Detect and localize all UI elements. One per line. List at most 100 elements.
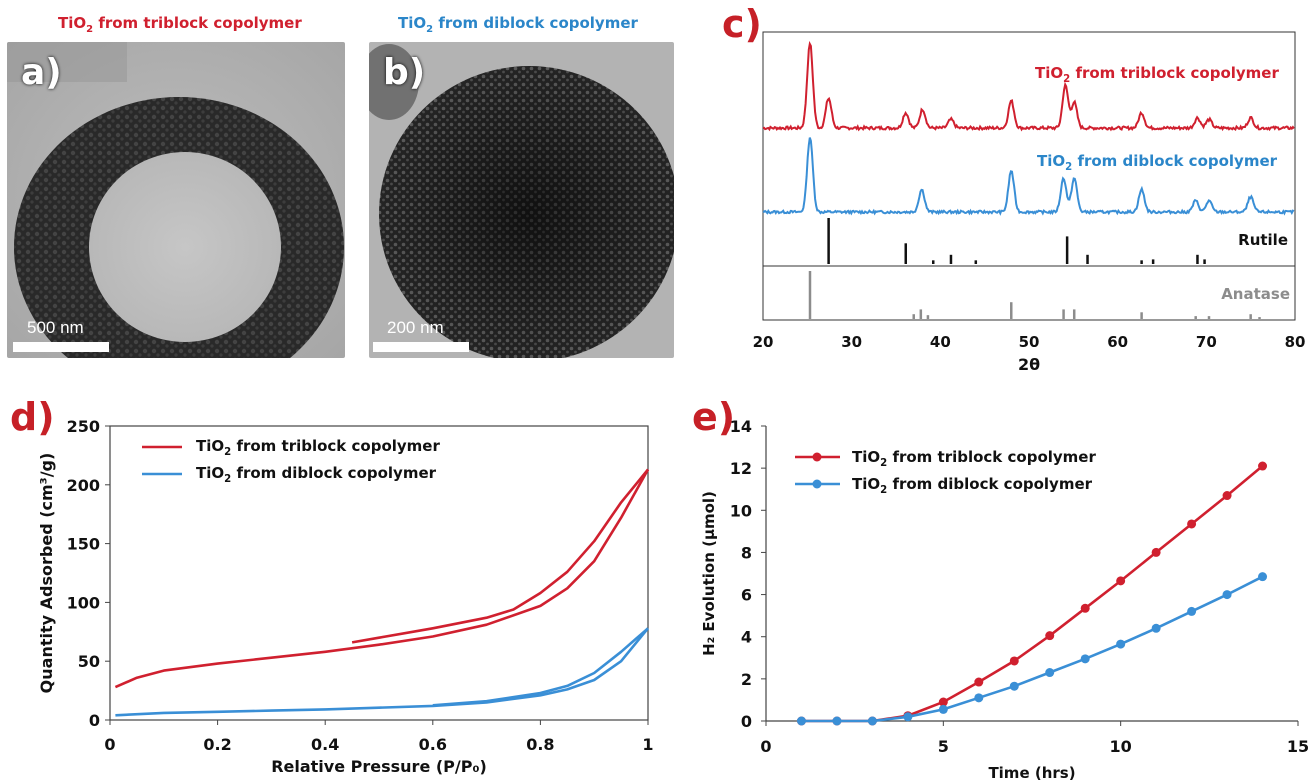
- h2-legend-marker: [812, 479, 822, 489]
- h2-y-tick-label: 2: [741, 670, 752, 689]
- bet-legend-label-suffix: from triblock copolymer: [231, 437, 440, 455]
- panel-b-caption: TiO2 from diblock copolymer: [398, 14, 638, 35]
- bet-legend-label: TiO2 from diblock copolymer: [196, 464, 437, 485]
- h2-triblock-point: [1009, 656, 1019, 666]
- h2-legend-label: TiO2 from triblock copolymer: [852, 448, 1096, 469]
- panel-c-letter: c): [722, 2, 762, 46]
- xrd-x-tick-label: 60: [1107, 333, 1128, 351]
- h2-legend-label-prefix: TiO: [852, 448, 880, 466]
- h2-x-tick-label: 5: [938, 737, 949, 756]
- tem-image-b: b) 200 nm: [369, 42, 674, 358]
- bet-triblock-adsorption: [114, 468, 650, 689]
- h2-triblock-point: [1080, 603, 1090, 613]
- h2-triblock-point: [1151, 547, 1161, 557]
- xrd-label-triblock: TiO2 from triblock copolymer: [1035, 64, 1279, 85]
- panel-d-letter: d): [10, 395, 55, 439]
- xrd-label-triblock-suffix: from triblock copolymer: [1070, 64, 1279, 82]
- h2-triblock-point: [938, 697, 948, 707]
- xrd-plot-frame: [762, 31, 1296, 321]
- bet-y-tick-label: 50: [78, 652, 100, 671]
- h2-x-tick-label: 0: [760, 737, 771, 756]
- bet-x-tick-label: 0.6: [419, 735, 447, 754]
- xrd-x-tick-label: 80: [1285, 333, 1305, 351]
- h2-y-tick-label: 14: [730, 417, 752, 436]
- h2-legend-label-sub: 2: [880, 485, 887, 496]
- xrd-x-tick-label: 70: [1196, 333, 1217, 351]
- h2-series-diblock-line: [801, 575, 1264, 723]
- bet-isotherm-chart: 0 50 100 150 200 250 0 0.2 0.4 0.6 0.8 1 Relative Pr…: [37, 417, 654, 776]
- h2-y-tick-label: 10: [730, 501, 752, 520]
- h2-y-tick-label: 4: [741, 628, 752, 647]
- bet-plot-frame: [109, 425, 649, 721]
- h2-x-tick-label: 15: [1287, 737, 1309, 756]
- bet-legend-label: TiO2 from triblock copolymer: [196, 437, 440, 458]
- xrd-label-anatase: Anatase: [1221, 285, 1290, 303]
- h2-diblock-point: [1187, 606, 1197, 616]
- h2-legend-marker: [812, 452, 822, 462]
- caption-b-prefix: TiO: [398, 14, 427, 32]
- xrd-label-triblock-prefix: TiO: [1035, 64, 1063, 82]
- bet-y-tick-label: 200: [67, 476, 100, 495]
- h2-diblock-point: [1009, 681, 1019, 691]
- bet-y-tick-label: 0: [89, 711, 100, 730]
- h2-series-triblock-line: [801, 465, 1264, 723]
- h2-y-axis-label: H₂ Evolution (μmol): [700, 491, 718, 656]
- xrd-label-diblock-suffix: from diblock copolymer: [1072, 152, 1277, 170]
- bet-legend-label-suffix: from diblock copolymer: [231, 464, 436, 482]
- bet-triblock-desorption: [351, 468, 650, 644]
- panel-a-caption: TiO2 from triblock copolymer: [58, 14, 302, 35]
- bet-legend-label-sub: 2: [224, 474, 231, 485]
- h2-legend-label-sub: 2: [880, 458, 887, 469]
- h2-y-tick-label: 8: [741, 543, 752, 562]
- h2-y-tick-label: 12: [730, 459, 752, 478]
- caption-a-suffix: from triblock copolymer: [93, 14, 302, 32]
- h2-diblock-point: [1151, 623, 1161, 633]
- h2-diblock-point: [938, 704, 948, 714]
- bet-y-tick-label: 250: [67, 417, 100, 436]
- bet-y-tick-label: 100: [67, 593, 100, 612]
- h2-legend-label-prefix: TiO: [852, 475, 880, 493]
- h2-triblock-point: [1116, 576, 1126, 586]
- h2-triblock-point: [1222, 491, 1232, 501]
- bet-x-tick-label: 0.4: [311, 735, 339, 754]
- h2-diblock-point: [1045, 668, 1055, 678]
- bet-legend-label-prefix: TiO: [196, 464, 224, 482]
- h2-diblock-point: [1222, 590, 1232, 600]
- caption-b-suffix: from diblock copolymer: [433, 14, 638, 32]
- xrd-series-triblock: [762, 40, 1295, 132]
- bet-y-tick-label: 150: [67, 535, 100, 554]
- h2-diblock-point: [832, 716, 842, 726]
- h2-legend-label-suffix: from triblock copolymer: [887, 448, 1096, 466]
- tem-image-a: a) 500 nm: [7, 42, 345, 358]
- panel-e-letter: e): [692, 395, 736, 439]
- tem-image-a-graphic: [7, 42, 345, 358]
- h2-diblock-point: [867, 716, 877, 726]
- h2-evolution-chart: 0 2 4 6 8 10 12 14 0 5 10 15 Time (hrs) H₂ Evolution …: [700, 417, 1309, 782]
- xrd-series-diblock: [762, 137, 1295, 216]
- xrd-label-triblock-sub: 2: [1063, 74, 1070, 85]
- xrd-x-tick-label: 20: [753, 333, 774, 351]
- xrd-label-rutile: Rutile: [1238, 231, 1288, 249]
- caption-a-sub: 2: [86, 24, 94, 35]
- h2-diblock-point: [974, 693, 984, 703]
- scale-bar-b: [373, 342, 469, 352]
- scale-bar-a: [13, 342, 109, 352]
- bet-y-axis-label: Quantity Adsorbed (cm³/g): [37, 453, 56, 694]
- xrd-label-diblock-prefix: TiO: [1037, 152, 1065, 170]
- h2-y-tick-label: 0: [741, 712, 752, 731]
- h2-triblock-point: [974, 677, 984, 687]
- h2-diblock-point: [1116, 639, 1126, 649]
- h2-legend-label: TiO2 from diblock copolymer: [852, 475, 1093, 496]
- h2-triblock-point: [1187, 519, 1197, 529]
- h2-diblock-point: [903, 712, 913, 722]
- panel-b-letter: b): [383, 52, 426, 93]
- tem-image-b-graphic: [369, 42, 674, 358]
- caption-a-prefix: TiO: [58, 14, 87, 32]
- bet-diblock-adsorption: [115, 627, 650, 717]
- h2-y-tick-label: 6: [741, 586, 752, 605]
- bet-x-axis-label: Relative Pressure (P/P₀): [271, 757, 487, 776]
- bet-x-tick-label: 1: [642, 735, 653, 754]
- h2-x-axis-label: Time (hrs): [988, 764, 1075, 782]
- h2-triblock-point: [1258, 461, 1268, 471]
